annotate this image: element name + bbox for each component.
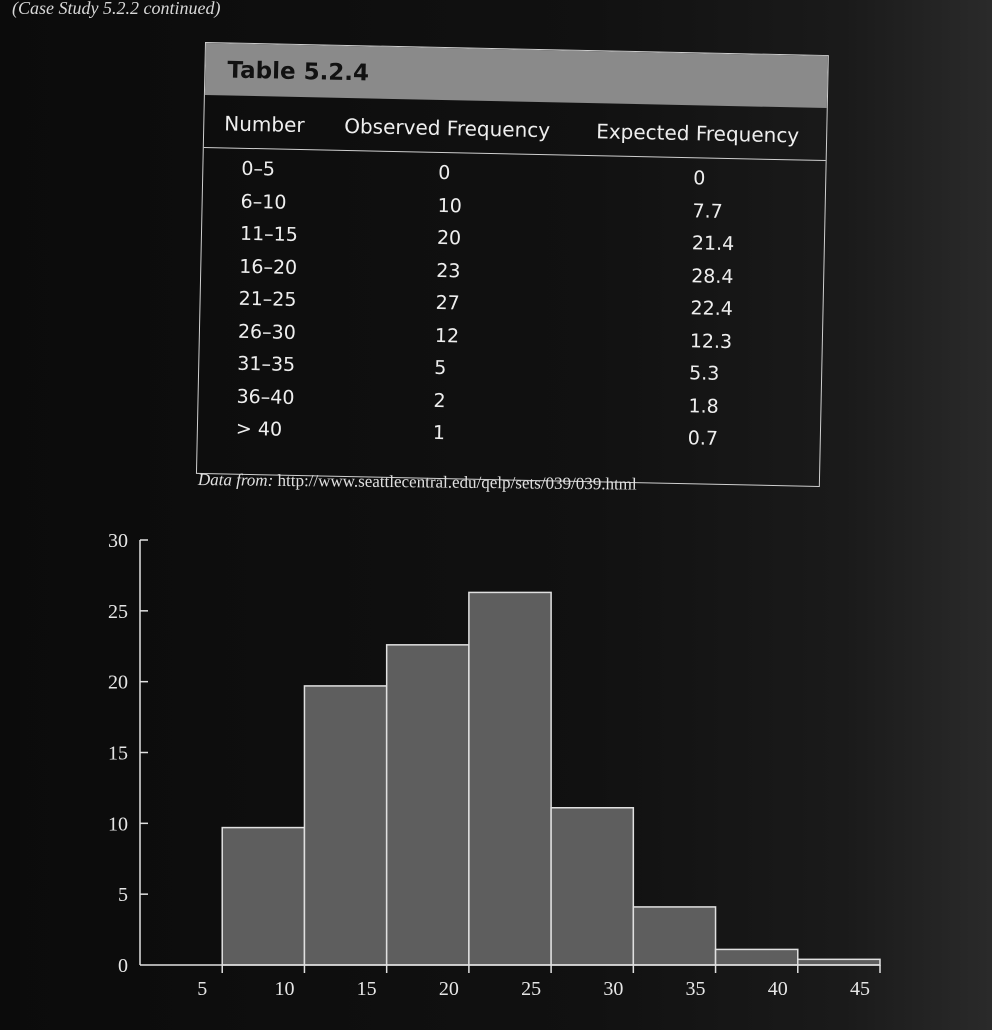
cell-expected: 1.8: [688, 394, 719, 418]
histogram-bar: [632, 906, 717, 966]
cell-observed: 2: [433, 389, 446, 412]
cell-observed: 12: [434, 324, 460, 347]
cell-observed: 10: [437, 194, 463, 217]
cell-number: 11–15: [239, 222, 299, 246]
histogram-bar: [797, 958, 881, 966]
cell-number: 6–10: [240, 190, 287, 214]
histogram-bar: [550, 807, 635, 966]
cell-expected: 0.7: [687, 427, 719, 450]
header-observed: Observed Frequency: [344, 113, 551, 143]
histogram-bar: [385, 644, 470, 966]
cell-observed: 27: [435, 291, 460, 315]
cell-expected: 28.4: [690, 264, 734, 288]
y-tick-label: 0: [118, 955, 128, 977]
cell-number: 36–40: [236, 385, 295, 409]
cell-number: 26–30: [237, 320, 297, 344]
cell-observed: 1: [432, 421, 446, 445]
cell-observed: 23: [436, 259, 461, 282]
cell-expected: 22.4: [690, 297, 734, 321]
cell-expected: 21.4: [691, 232, 735, 256]
cell-number: 0–5: [241, 157, 276, 181]
table-header-row: Number Observed Frequency Expected Frequ…: [203, 99, 827, 162]
cell-expected: 5.3: [688, 362, 720, 385]
x-tick-label: 30: [603, 978, 623, 1000]
header-expected: Expected Frequency: [595, 119, 800, 148]
y-tick-label: 5: [118, 884, 128, 906]
case-study-caption: (Case Study 5.2.2 continued): [12, 0, 221, 18]
histogram-chart: 0 5 10 15 20 25 30 5 10 15 20 25 30 35 40 45: [108, 530, 881, 1000]
x-tick-label: 5: [197, 978, 207, 1000]
cell-expected: 12.3: [689, 329, 733, 353]
header-number: Number: [224, 111, 305, 138]
histogram-bar: [303, 685, 388, 966]
y-tick-label: 25: [108, 601, 128, 623]
table-body: 0–5 0 0 6–10 10 7.7 11–15 20 21.4 16–20 23 28.4 21–2…: [198, 155, 826, 460]
y-tick-label: 10: [108, 813, 128, 835]
source-url: http://www.seattlecentral.edu/qelp/sets/…: [277, 470, 637, 494]
cell-number: 16–20: [239, 255, 298, 279]
x-tick-label: 10: [274, 978, 294, 1000]
cell-number: > 40: [235, 417, 283, 441]
x-tick-label: 15: [357, 978, 377, 1000]
cell-observed: 0: [438, 161, 451, 185]
cell-observed: 5: [433, 356, 447, 380]
source-label: Data from:: [197, 470, 274, 490]
x-tick-label: 45: [850, 978, 870, 1000]
histogram-bar: [468, 591, 552, 966]
x-tick-label: 25: [521, 978, 541, 1000]
y-tick-label: 20: [108, 672, 128, 694]
y-tick-label: 30: [108, 530, 128, 552]
cell-number: 21–25: [238, 287, 297, 311]
x-tick-label: 35: [686, 978, 706, 1000]
cell-expected: 7.7: [692, 199, 724, 223]
histogram-bar: [714, 948, 799, 966]
x-tick-label: 20: [439, 978, 459, 1000]
data-source: Data from: http://www.seattlecentral.edu…: [198, 470, 637, 495]
cell-observed: 20: [436, 226, 462, 250]
table-title: Table 5.2.4: [204, 43, 828, 109]
cell-expected: 0: [693, 167, 706, 190]
histogram-bar: [221, 826, 306, 966]
cell-number: 31–35: [237, 352, 296, 376]
frequency-table: Table 5.2.4 Number Observed Frequency Ex…: [195, 42, 829, 487]
y-tick-label: 15: [108, 743, 128, 765]
x-tick-label: 40: [768, 978, 788, 1000]
